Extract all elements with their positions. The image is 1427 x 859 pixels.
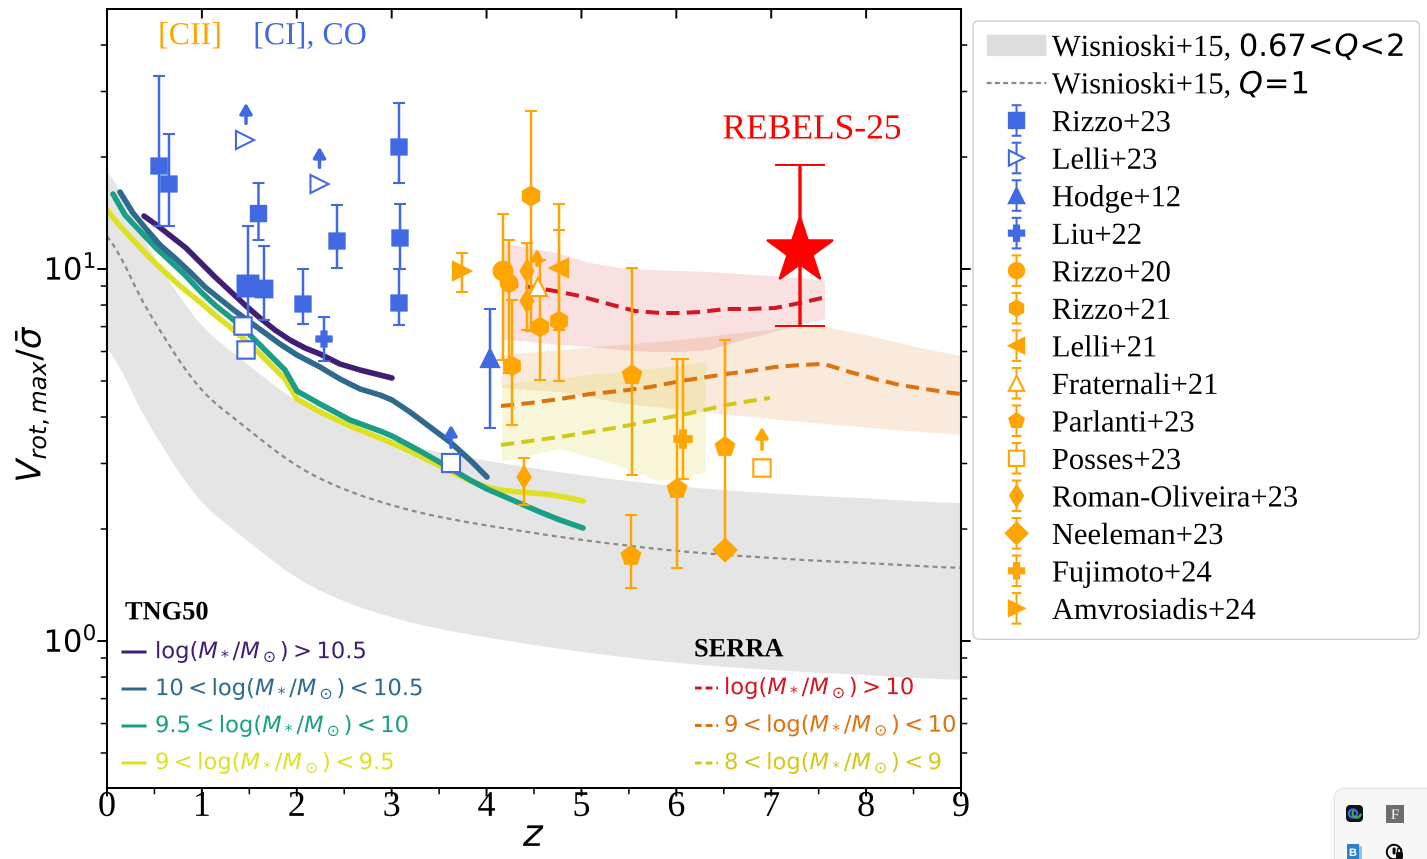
svg-text:F: F [1391, 807, 1399, 823]
svg-text:B: B [1349, 847, 1357, 859]
